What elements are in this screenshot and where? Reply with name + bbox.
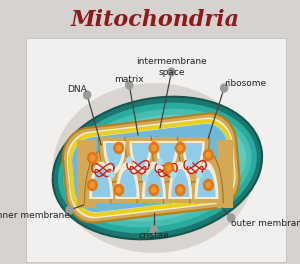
- Polygon shape: [106, 143, 123, 167]
- Polygon shape: [168, 162, 192, 199]
- Circle shape: [116, 145, 121, 150]
- Circle shape: [149, 185, 159, 196]
- Polygon shape: [63, 114, 239, 223]
- Circle shape: [203, 149, 213, 161]
- FancyBboxPatch shape: [24, 0, 287, 38]
- Circle shape: [220, 84, 228, 92]
- Circle shape: [116, 187, 121, 192]
- Circle shape: [149, 143, 159, 153]
- Polygon shape: [98, 137, 130, 182]
- Polygon shape: [132, 143, 149, 167]
- Circle shape: [176, 143, 185, 153]
- FancyBboxPatch shape: [26, 38, 286, 262]
- Polygon shape: [182, 141, 205, 173]
- Polygon shape: [111, 151, 144, 203]
- Polygon shape: [164, 151, 197, 203]
- Circle shape: [88, 153, 97, 163]
- Polygon shape: [125, 137, 157, 182]
- Circle shape: [203, 180, 213, 191]
- Circle shape: [152, 187, 156, 192]
- Polygon shape: [103, 141, 126, 173]
- Circle shape: [90, 182, 94, 187]
- Polygon shape: [195, 162, 219, 199]
- Circle shape: [168, 68, 175, 76]
- Polygon shape: [72, 124, 230, 212]
- Ellipse shape: [53, 83, 255, 253]
- Polygon shape: [116, 162, 140, 199]
- Circle shape: [114, 185, 124, 196]
- Circle shape: [178, 187, 182, 192]
- Polygon shape: [145, 169, 163, 197]
- Circle shape: [126, 81, 133, 89]
- Circle shape: [90, 155, 94, 161]
- Polygon shape: [151, 137, 183, 182]
- Polygon shape: [185, 143, 202, 167]
- Circle shape: [206, 153, 211, 158]
- Polygon shape: [156, 141, 178, 173]
- Circle shape: [158, 159, 163, 165]
- Polygon shape: [190, 151, 223, 203]
- Circle shape: [127, 157, 132, 163]
- Circle shape: [164, 163, 174, 173]
- Circle shape: [109, 172, 114, 178]
- Circle shape: [167, 166, 171, 171]
- Circle shape: [84, 91, 91, 99]
- Circle shape: [142, 175, 148, 181]
- Ellipse shape: [58, 103, 257, 233]
- Polygon shape: [198, 169, 216, 197]
- Text: ribosome: ribosome: [224, 78, 266, 87]
- Circle shape: [114, 143, 124, 153]
- Circle shape: [206, 182, 211, 187]
- Polygon shape: [67, 117, 236, 218]
- Circle shape: [186, 160, 192, 166]
- Polygon shape: [142, 162, 166, 199]
- Text: matrix: matrix: [115, 76, 144, 84]
- Polygon shape: [89, 162, 113, 199]
- Polygon shape: [85, 151, 118, 203]
- Ellipse shape: [53, 97, 262, 239]
- Text: DNA: DNA: [68, 86, 87, 95]
- FancyBboxPatch shape: [76, 140, 96, 208]
- Text: Mitochondria: Mitochondria: [71, 9, 240, 31]
- Circle shape: [228, 214, 235, 222]
- Circle shape: [178, 145, 182, 150]
- Text: cristae: cristae: [139, 230, 169, 239]
- Polygon shape: [129, 141, 152, 173]
- Text: outer membrane: outer membrane: [231, 219, 300, 228]
- Ellipse shape: [63, 109, 252, 227]
- Polygon shape: [171, 169, 189, 197]
- Circle shape: [171, 172, 176, 178]
- Circle shape: [152, 145, 156, 150]
- Circle shape: [88, 180, 97, 191]
- Circle shape: [150, 226, 158, 234]
- Polygon shape: [158, 143, 176, 167]
- Ellipse shape: [68, 115, 246, 221]
- Circle shape: [66, 206, 73, 214]
- Polygon shape: [92, 169, 110, 197]
- Circle shape: [176, 185, 185, 196]
- Polygon shape: [118, 169, 136, 197]
- FancyBboxPatch shape: [217, 140, 233, 208]
- Circle shape: [197, 172, 202, 178]
- Polygon shape: [137, 151, 171, 203]
- Text: inner membrane: inner membrane: [0, 210, 70, 219]
- Polygon shape: [178, 137, 209, 182]
- Text: intermembrane
space: intermembrane space: [136, 57, 207, 77]
